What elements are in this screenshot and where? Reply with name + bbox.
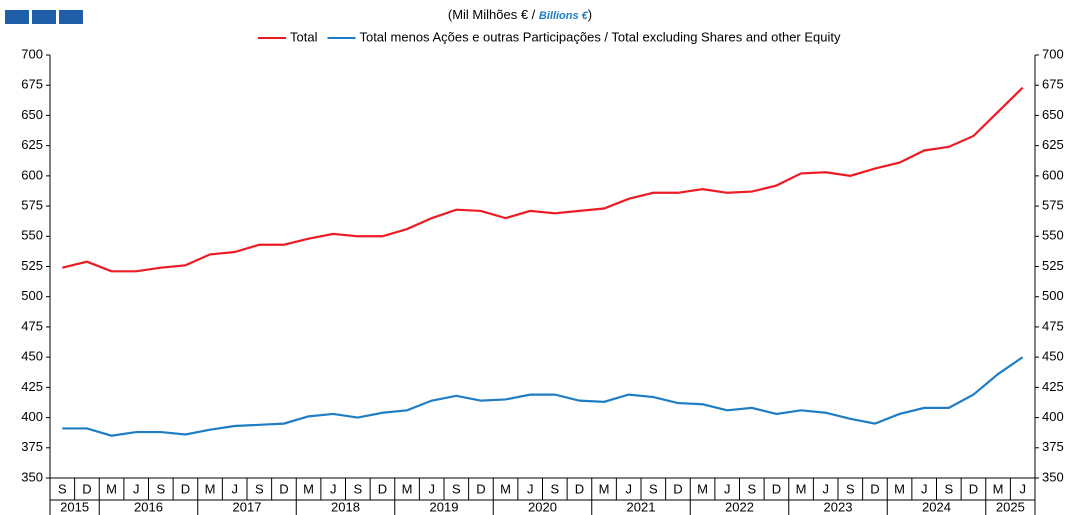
- x-tick-label: D: [82, 481, 91, 496]
- x-tick-label: D: [476, 481, 485, 496]
- x-tick-label: S: [747, 481, 756, 496]
- y-tick-label-right: 500: [1042, 288, 1064, 303]
- year-label: 2019: [430, 499, 459, 514]
- legend-label: Total menos Ações e outras Participações…: [359, 29, 841, 44]
- x-tick-label: J: [724, 481, 731, 496]
- y-tick-label-right: 450: [1042, 349, 1064, 364]
- year-label: 2016: [134, 499, 163, 514]
- y-tick-label: 625: [21, 137, 43, 152]
- x-tick-label: M: [993, 481, 1004, 496]
- x-tick-label: J: [231, 481, 238, 496]
- y-tick-label-right: 625: [1042, 137, 1064, 152]
- y-tick-label: 675: [21, 77, 43, 92]
- x-tick-label: S: [255, 481, 264, 496]
- y-tick-label: 550: [21, 228, 43, 243]
- x-tick-label: M: [303, 481, 314, 496]
- y-tick-label: 575: [21, 198, 43, 213]
- x-tick-label: D: [870, 481, 879, 496]
- x-tick-label: D: [279, 481, 288, 496]
- y-tick-label-right: 525: [1042, 258, 1064, 273]
- y-tick-label: 450: [21, 349, 43, 364]
- year-label: 2022: [725, 499, 754, 514]
- series-line: [62, 356, 1024, 437]
- x-tick-label: D: [378, 481, 387, 496]
- x-tick-label: S: [156, 481, 165, 496]
- x-tick-label: D: [969, 481, 978, 496]
- x-tick-label: S: [452, 481, 461, 496]
- x-tick-label: S: [649, 481, 658, 496]
- x-tick-label: S: [58, 481, 67, 496]
- year-label: 2018: [331, 499, 360, 514]
- x-tick-label: D: [575, 481, 584, 496]
- x-tick-label: M: [796, 481, 807, 496]
- y-tick-label-right: 650: [1042, 107, 1064, 122]
- year-label: 2021: [627, 499, 656, 514]
- y-tick-label: 700: [21, 46, 43, 61]
- x-tick-label: S: [353, 481, 362, 496]
- x-tick-label: J: [625, 481, 632, 496]
- y-tick-label: 375: [21, 439, 43, 454]
- y-tick-label: 525: [21, 258, 43, 273]
- y-tick-label: 500: [21, 288, 43, 303]
- y-tick-label-right: 425: [1042, 379, 1064, 394]
- x-tick-label: M: [697, 481, 708, 496]
- y-tick-label-right: 350: [1042, 469, 1064, 484]
- y-tick-label-right: 575: [1042, 198, 1064, 213]
- year-label: 2025: [996, 499, 1025, 514]
- subtitle: (Mil Milhões € / Billions €): [448, 7, 592, 22]
- y-tick-label-right: 400: [1042, 409, 1064, 424]
- x-tick-label: M: [402, 481, 413, 496]
- y-tick-label: 600: [21, 167, 43, 182]
- y-tick-label: 400: [21, 409, 43, 424]
- y-tick-label: 475: [21, 318, 43, 333]
- subtitle-main: (Mil Milhões € /: [448, 7, 539, 22]
- x-tick-label: J: [921, 481, 928, 496]
- x-tick-label: D: [772, 481, 781, 496]
- y-tick-label: 425: [21, 379, 43, 394]
- x-tick-label: M: [599, 481, 610, 496]
- y-tick-label-right: 675: [1042, 77, 1064, 92]
- subtitle-en: Billions €: [539, 10, 589, 22]
- x-tick-label: S: [944, 481, 953, 496]
- x-tick-label: J: [527, 481, 534, 496]
- year-label: 2023: [824, 499, 853, 514]
- logo-square: [59, 10, 83, 24]
- y-tick-label-right: 375: [1042, 439, 1064, 454]
- subtitle-close: ): [588, 7, 592, 22]
- x-tick-label: J: [428, 481, 435, 496]
- logo-square: [5, 10, 29, 24]
- y-tick-label-right: 600: [1042, 167, 1064, 182]
- legend-label: Total: [290, 29, 318, 44]
- x-tick-label: D: [181, 481, 190, 496]
- x-tick-label: S: [550, 481, 559, 496]
- x-tick-label: M: [894, 481, 905, 496]
- x-tick-label: D: [673, 481, 682, 496]
- y-tick-label-right: 550: [1042, 228, 1064, 243]
- y-tick-label: 350: [21, 469, 43, 484]
- x-tick-label: S: [846, 481, 855, 496]
- y-tick-label-right: 475: [1042, 318, 1064, 333]
- x-tick-label: J: [330, 481, 337, 496]
- y-tick-label: 650: [21, 107, 43, 122]
- x-tick-label: J: [822, 481, 829, 496]
- x-tick-label: M: [106, 481, 117, 496]
- year-label: 2015: [60, 499, 89, 514]
- year-label: 2020: [528, 499, 557, 514]
- y-tick-label-right: 700: [1042, 46, 1064, 61]
- year-label: 2017: [233, 499, 262, 514]
- series-line: [62, 86, 1024, 273]
- year-label: 2024: [922, 499, 951, 514]
- x-tick-label: J: [1019, 481, 1026, 496]
- logo-square: [32, 10, 56, 24]
- x-tick-label: M: [500, 481, 511, 496]
- x-tick-label: J: [133, 481, 140, 496]
- x-tick-label: M: [205, 481, 216, 496]
